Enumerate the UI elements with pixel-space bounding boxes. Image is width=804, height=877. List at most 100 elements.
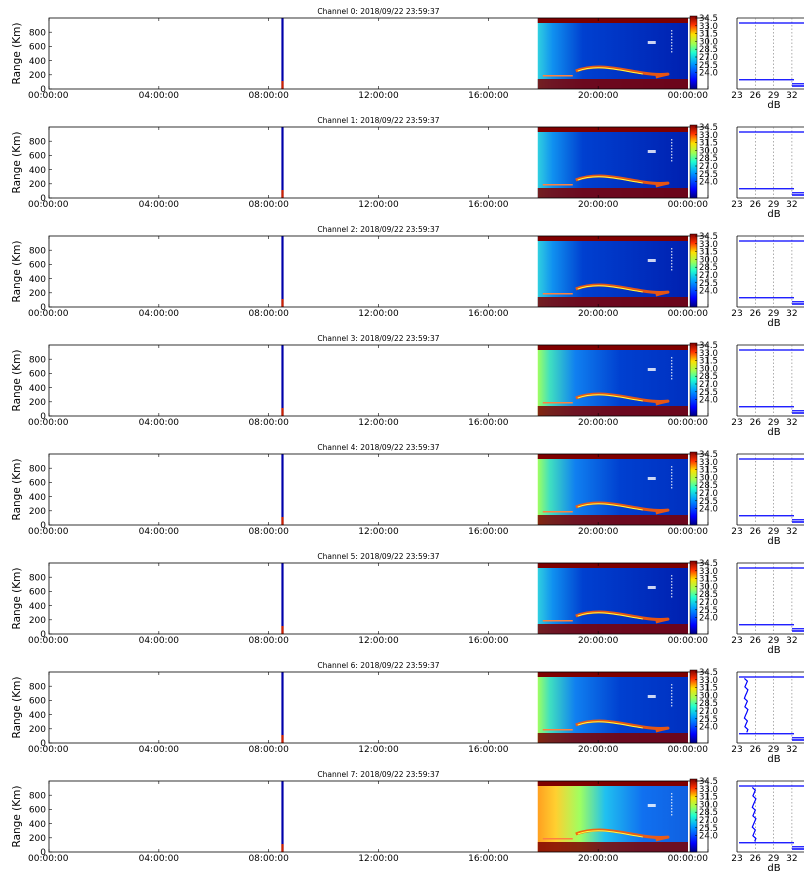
profile-x-tick-label: 29: [768, 200, 780, 210]
x-tick-label: 08:00:00: [248, 309, 289, 319]
profile-x-axis-label: dB: [767, 863, 780, 874]
colorbar-tick-label: 30.0: [699, 473, 718, 483]
heatmap-background: [537, 781, 688, 852]
heatmap-background: [537, 345, 688, 416]
profile-x-tick-label: 32: [786, 200, 797, 210]
heatmap-bottom-band: [537, 733, 688, 743]
colorbar-tick-label: 33.0: [699, 785, 718, 795]
echo-trail: [575, 610, 670, 624]
colorbar: [689, 451, 698, 526]
y-tick-label: 600: [29, 588, 46, 598]
time-marker-base: [281, 844, 284, 852]
colorbar-tick-label: 28.5: [699, 808, 718, 818]
channel-panel: Channel 4: 2018/09/22 23:59:37 Range (Km)…: [11, 443, 804, 547]
panel-title: Channel 3: 2018/09/22 23:59:37: [317, 334, 439, 343]
profile-x-tick-label: 26: [750, 854, 762, 864]
x-tick-label: 04:00:00: [139, 854, 180, 864]
x-tick-label: 04:00:00: [139, 527, 180, 537]
x-tick-label: 00:00:00: [668, 745, 709, 755]
x-tick-label: 08:00:00: [248, 200, 289, 210]
x-tick-label: 08:00:00: [248, 418, 289, 428]
y-tick-label: 200: [29, 180, 46, 190]
echo-ground-line: [542, 184, 573, 186]
y-tick-label: 400: [29, 711, 46, 721]
echo-trail: [575, 719, 670, 733]
echo-trail: [575, 392, 670, 406]
x-tick-label: 20:00:00: [578, 854, 619, 864]
echo-ground-line: [542, 838, 573, 840]
colorbar-tick-label: 28.5: [699, 45, 718, 55]
colorbar-tick-label: 24.0: [699, 396, 718, 406]
x-tick-label: 16:00:00: [468, 418, 509, 428]
colorbar-tick-label: 25.5: [699, 388, 718, 398]
echo-trail-core: [577, 67, 643, 75]
colorbar-tick-label: 25.5: [699, 279, 718, 289]
x-tick-label: 20:00:00: [578, 200, 619, 210]
x-tick-label: 00:00:00: [28, 418, 69, 428]
x-tick-label: 08:00:00: [248, 636, 289, 646]
heatmap-bottom-band: [537, 297, 688, 307]
y-tick-label: 200: [29, 398, 46, 408]
y-tick-label: 800: [29, 355, 46, 365]
y-tick-label: 800: [29, 573, 46, 583]
time-marker-line: [281, 672, 284, 743]
profile-x-tick-label: 23: [731, 854, 742, 864]
heatmap-bottom-band: [537, 79, 688, 89]
profile-x-tick-label: 29: [768, 418, 780, 428]
echo-spot: [647, 41, 656, 44]
x-tick-label: 00:00:00: [668, 527, 709, 537]
x-tick-label: 00:00:00: [668, 418, 709, 428]
colorbar-tick-label: 31.5: [699, 248, 718, 258]
time-marker-base: [281, 190, 284, 198]
colorbar-tick-label: 30.0: [699, 255, 718, 265]
echo-spot: [647, 804, 656, 807]
heatmap-top-band: [537, 672, 688, 677]
profile-x-tick-label: 26: [750, 527, 762, 537]
colorbar-tick-label: 30.0: [699, 800, 718, 810]
colorbar-tick-label: 25.5: [699, 61, 718, 71]
profile-x-tick-label: 26: [750, 745, 762, 755]
x-tick-label: 12:00:00: [358, 91, 399, 101]
profile-x-tick-label: 23: [731, 200, 742, 210]
profile-x-tick-label: 32: [786, 91, 797, 101]
colorbar: [689, 342, 698, 417]
time-marker-base: [281, 626, 284, 634]
echo-trail: [575, 65, 670, 79]
y-tick-label: 600: [29, 370, 46, 380]
profile-x-tick-label: 29: [768, 309, 780, 319]
colorbar-tick-label: 33.0: [699, 349, 718, 359]
colorbar-tick-label: 30.0: [699, 146, 718, 156]
channel-panel: Channel 7: 2018/09/22 23:59:37 Range (Km)…: [11, 770, 804, 874]
colorbar-tick-label: 30.0: [699, 582, 718, 592]
x-tick-label: 00:00:00: [668, 636, 709, 646]
x-tick-label: 16:00:00: [468, 200, 509, 210]
time-marker-line: [281, 236, 284, 307]
x-tick-label: 00:00:00: [668, 309, 709, 319]
x-tick-label: 16:00:00: [468, 309, 509, 319]
x-tick-label: 12:00:00: [358, 854, 399, 864]
x-tick-label: 08:00:00: [248, 527, 289, 537]
colorbar: [689, 15, 698, 90]
heatmap-background: [537, 454, 688, 525]
y-tick-label: 800: [29, 137, 46, 147]
x-tick-label: 16:00:00: [468, 91, 509, 101]
y-tick-label: 400: [29, 275, 46, 285]
y-tick-label: 800: [29, 682, 46, 692]
colorbar-tick-label: 34.5: [699, 14, 718, 24]
heatmap-bottom-band: [537, 624, 688, 634]
x-tick-label: 20:00:00: [578, 527, 619, 537]
echo-trail-core: [577, 285, 643, 293]
colorbar-tick-label: 31.5: [699, 575, 718, 585]
y-tick-label: 400: [29, 384, 46, 394]
panel-title: Channel 2: 2018/09/22 23:59:37: [317, 225, 439, 234]
x-tick-label: 12:00:00: [358, 636, 399, 646]
panel-title: Channel 6: 2018/09/22 23:59:37: [317, 661, 439, 670]
colorbar-tick-label: 27.0: [699, 380, 718, 390]
echo-trail-core: [577, 503, 643, 511]
y-tick-label: 800: [29, 246, 46, 256]
x-tick-label: 12:00:00: [358, 309, 399, 319]
x-tick-label: 00:00:00: [28, 854, 69, 864]
heatmap-top-band: [537, 127, 688, 132]
colorbar-tick-label: 31.5: [699, 466, 718, 476]
x-tick-label: 12:00:00: [358, 527, 399, 537]
